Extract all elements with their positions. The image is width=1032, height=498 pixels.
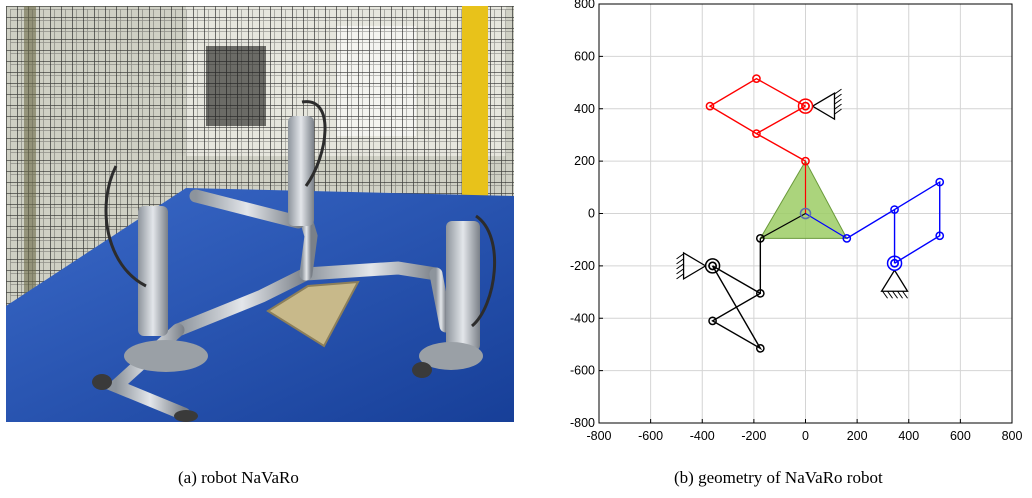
- x-tick-label: -400: [690, 429, 715, 443]
- base-joint-inner: [708, 261, 717, 271]
- leg-chain: [846, 180, 941, 264]
- motor-columns: [92, 116, 483, 422]
- caption-a: (a) robot NaVaRo: [178, 468, 299, 487]
- base-joint-inner: [801, 101, 810, 111]
- y-tick-label: -400: [570, 311, 595, 325]
- x-tick-label: -200: [741, 429, 766, 443]
- y-tick-label: -800: [570, 416, 595, 430]
- joint-marker: [755, 289, 765, 298]
- joint-marker: [705, 101, 715, 111]
- platform-layer: [759, 160, 848, 239]
- x-tick-label: -600: [638, 429, 663, 443]
- y-tick-label: 800: [574, 0, 595, 11]
- y-tick-label: 400: [574, 102, 595, 116]
- leg-chain: [708, 77, 806, 162]
- x-tick-label: 600: [950, 429, 971, 443]
- y-tick-label: 200: [574, 154, 595, 168]
- x-tick-label: 200: [847, 429, 868, 443]
- joint-marker: [708, 316, 717, 326]
- joint-marker: [935, 231, 945, 241]
- base-joint-outer: [797, 98, 814, 114]
- leg-closing-link: [712, 265, 761, 294]
- joint-marker: [935, 177, 945, 187]
- joint-marker: [752, 129, 761, 138]
- center-link: [805, 212, 848, 239]
- joint-marker: [801, 156, 810, 166]
- ground-symbol: [812, 88, 842, 121]
- y-tick-label: 0: [588, 207, 595, 221]
- x-tick-label: -800: [586, 429, 611, 443]
- leg-closing-link: [756, 105, 806, 135]
- joints-layer: [704, 74, 945, 353]
- base-joint-outer: [704, 258, 721, 274]
- geometry-chart: -800 -600 -400 -200 0 200 400 600 800 -800 -600 -40…: [570, 0, 1023, 443]
- caption-b: (b) geometry of NaVaRo robot: [674, 468, 883, 487]
- plot-frame: [598, 3, 1013, 424]
- ground-symbol: [676, 251, 706, 281]
- x-tick-label: 0: [802, 429, 809, 443]
- robot-cables: [104, 100, 497, 328]
- joint-marker: [842, 234, 852, 243]
- joint-marker: [755, 344, 765, 353]
- center-link: [760, 212, 806, 239]
- joint-marker: [755, 234, 765, 243]
- base-joint-inner: [890, 258, 899, 268]
- base-joint-outer: [886, 255, 903, 272]
- y-tick-label: -200: [570, 259, 595, 273]
- links-layer: [708, 77, 941, 351]
- platform-center-marker: [799, 207, 812, 220]
- moving-platform: [266, 280, 360, 348]
- leg-chain: [711, 238, 763, 351]
- bases-layer: [676, 88, 909, 299]
- y-tick-label: 600: [574, 49, 595, 63]
- x-tick-label: 800: [1002, 429, 1023, 443]
- robot-photo-illustration: [6, 6, 518, 422]
- robot-photo: [6, 6, 518, 422]
- ground-symbol: [880, 269, 909, 299]
- x-tick-label: 400: [898, 429, 919, 443]
- tick-labels: -800 -600 -400 -200 0 200 400 600 800 -800 -600 -40…: [570, 0, 1023, 443]
- moving-platform-triangle: [759, 160, 848, 239]
- joint-marker: [752, 74, 761, 83]
- y-tick-label: -600: [570, 364, 595, 378]
- joint-marker: [890, 205, 899, 214]
- geometry-plot: -800 -600 -400 -200 0 200 400 600 800 -800 -600 -40…: [550, 0, 1032, 450]
